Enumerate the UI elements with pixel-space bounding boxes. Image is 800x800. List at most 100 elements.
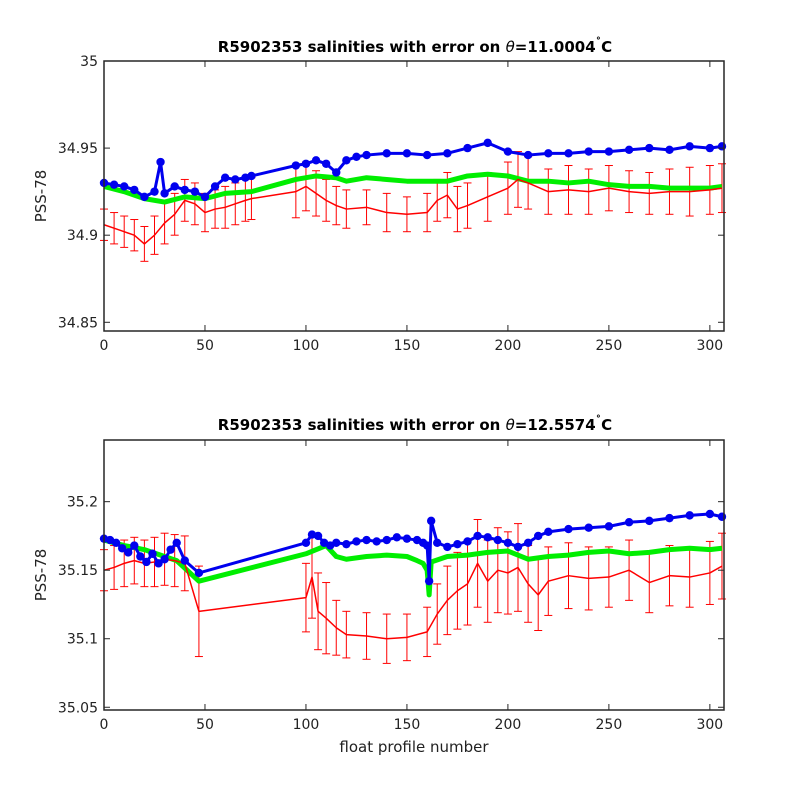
y-tick-label: 35.05 [58,700,98,716]
float-salinity-point [180,185,189,195]
float-salinity-point [119,182,129,191]
float-salinity-point [604,147,614,156]
float-salinity-point [301,538,311,547]
float-salinity-point [402,534,412,543]
float-salinity-point [140,192,149,202]
top-panel-ticks: 0 50 100 150 200 250 300 34.85 34.9 34.95 35 [58,54,724,354]
float-salinity-point [160,555,169,564]
float-salinity-point [382,149,391,158]
top-panel: R5902353 salinities with error on θ=11.0… [32,36,727,354]
y-tick-label: 35.2 [67,495,98,511]
float-salinity-point [170,182,179,191]
float-salinity-point [301,159,311,168]
float-salinity-point [443,149,452,158]
x-tick-label: 100 [293,717,320,733]
float-salinity-point [523,150,533,160]
float-salinity-point [150,187,159,196]
float-salinity-point [180,556,189,565]
y-tick-label: 35 [80,54,98,70]
x-tick-label: 250 [596,338,623,354]
float-salinity-point [154,559,163,568]
x-tick-label: 50 [196,338,214,354]
x-tick-label: 200 [495,338,522,354]
float-salinity-point [220,173,230,182]
x-tick-label: 0 [100,338,109,354]
float-salinity-point [382,535,391,545]
float-salinity-point [321,159,331,168]
float-salinity-point [513,542,523,552]
float-salinity-point [717,142,727,151]
float-salinity-point [544,149,553,158]
top-panel-axes-box [103,60,725,332]
x-tick-label: 0 [100,717,109,733]
float-salinity-point [463,143,472,153]
bottom-panel-title: R5902353 salinities with error on θ=12.5… [218,414,612,434]
float-salinity-point [523,538,533,547]
top-panel-title: R5902353 salinities with error on θ=11.0… [218,36,612,56]
float-salinity-point [124,548,133,557]
float-salinity-point [604,522,614,531]
x-tick-label: 300 [696,338,723,354]
float-salinity-point [584,523,593,532]
float-salinity-point [685,142,694,151]
x-tick-label: 50 [196,717,214,733]
x-tick-label: 200 [495,717,522,733]
y-tick-label: 34.85 [58,315,98,331]
float-salinity-point [433,538,442,547]
y-tick-label: 34.9 [67,228,98,244]
float-salinity-point [645,143,654,153]
float-salinity-point [156,157,165,167]
float-salinity-point [564,524,573,534]
bottom-panel: R5902353 salinities with error on θ=12.5… [32,414,727,756]
x-tick-label: 100 [293,338,320,354]
float-salinity-point [544,527,553,537]
float-salinity-point [685,511,694,520]
float-salinity-point [190,187,200,196]
float-salinity-point [291,161,301,170]
bottom-panel-axes-box [103,439,725,711]
float-salinity-point [503,147,513,156]
float-salinity-point [717,512,727,521]
float-salinity-point [194,568,204,578]
float-salinity-point [231,175,240,184]
y-tick-label: 34.95 [58,141,98,157]
bottom-panel-xlabel: float profile number [339,738,489,756]
float-salinity-point [352,152,361,162]
bottom-panel-ticks: 0 50 100 150 200 250 300 35.05 35.1 35.15 35.2 [58,440,724,733]
float-salinity-point [166,545,175,554]
float-salinity-point [362,150,371,160]
float-salinity-point [362,535,371,545]
float-salinity-point [624,518,634,527]
float-salinity-point [705,143,715,153]
float-salinity-point [148,549,157,558]
float-salinity-point [332,168,341,177]
float-salinity-point [584,147,593,156]
y-tick-label: 35.15 [58,563,98,579]
float-salinity-point [645,516,654,526]
float-salinity-point [422,541,432,550]
float-salinity-point [705,509,715,519]
float-salinity-point [624,145,634,155]
float-salinity-point [483,138,492,148]
float-salinity-point [342,539,351,549]
float-salinity-point [142,557,151,567]
float-salinity-point [392,533,402,542]
float-salinity-point [534,531,543,541]
x-tick-label: 300 [696,717,723,733]
float-salinity-point [247,171,256,181]
float-salinity-point [111,538,121,547]
float-salinity-point [483,533,492,542]
float-salinity-point [422,150,432,160]
float-salinity-point [503,538,513,547]
float-salinity-point [172,538,181,547]
float-salinity-point [665,513,674,523]
float-salinity-point [493,535,503,545]
float-salinity-point [443,542,452,552]
x-tick-label: 250 [596,717,623,733]
bottom-panel-ylabel: PSS-78 [32,549,50,602]
float-salinity-point [200,192,210,202]
mapped-salinity-line [103,558,723,640]
mapped-salinity-line [103,178,723,245]
float-salinity-point [109,180,119,189]
